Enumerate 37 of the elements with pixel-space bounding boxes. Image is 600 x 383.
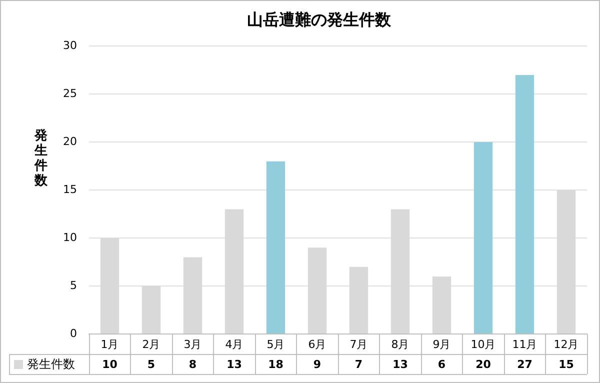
legend-label: 発生件数 [27,357,75,372]
data-label: 6 [438,358,446,371]
x-tick-label: 9月 [432,338,451,351]
y-tick-label: 10 [62,230,77,244]
data-label: 9 [313,358,322,371]
chart-title: 山岳遭難の発生件数 [247,10,392,29]
x-tick-label: 7月 [350,338,368,351]
x-tick-label: 2月 [142,338,160,351]
data-label: 20 [476,358,492,371]
bar [515,74,534,334]
x-tick-label: 5月 [266,338,285,351]
x-tick-label: 6月 [308,338,326,351]
x-tick-label: 8月 [391,338,410,351]
data-label: 13 [226,358,242,371]
x-tick-label: 1月 [100,338,119,351]
x-tick-label: 10月 [470,338,496,351]
y-tick-label: 0 [70,326,77,340]
data-label: 8 [188,358,197,371]
data-label: 13 [392,358,408,371]
bar [474,142,493,334]
data-label: 27 [517,358,532,371]
x-tick-label: 11月 [512,338,538,351]
y-tick-label: 30 [62,39,77,52]
y-tick-label: 20 [62,134,77,148]
data-label: 15 [558,358,574,371]
x-tick-label: 12月 [554,338,579,351]
x-tick-label: 4月 [225,338,244,351]
y-axis-title: 発生件数 [34,128,48,188]
y-tick-label: 15 [62,182,77,196]
y-tick-label: 5 [70,278,77,292]
x-tick-label: 3月 [184,338,202,351]
data-label: 10 [102,358,118,371]
y-tick-label: 25 [62,87,77,100]
data-label: 7 [354,358,363,371]
bar [266,161,286,334]
data-label: 18 [268,358,284,371]
data-label: 5 [147,358,156,371]
